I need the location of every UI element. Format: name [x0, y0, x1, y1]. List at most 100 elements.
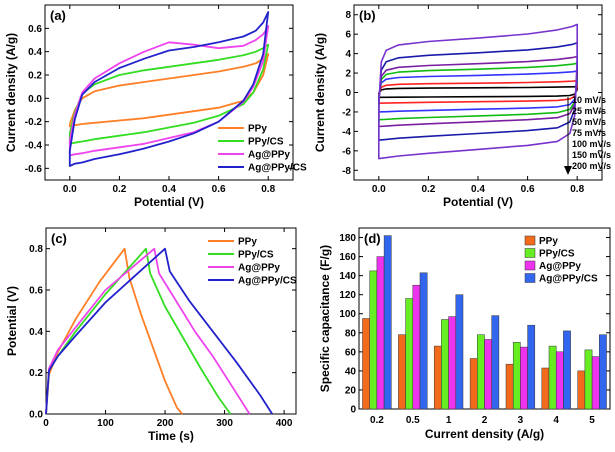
legend-label-a-1: PPy/CS	[248, 137, 284, 148]
series-line-a-2	[68, 25, 270, 157]
y-tick-label-b-2: -4	[342, 127, 351, 138]
rate-label-5: 150 mV/s	[572, 150, 611, 160]
y-tick-label-c-1: 0.2	[29, 368, 43, 379]
series-line-c-3	[45, 247, 273, 415]
y-tick-label-b-8: 8	[345, 10, 351, 21]
x-tick-label-c-1: 100	[97, 418, 114, 429]
y-tick-label-b-6: 4	[345, 49, 351, 60]
bar-6-2	[591, 356, 600, 410]
x-tick-label-c-0: 0	[43, 418, 49, 429]
series-line-a-1	[68, 43, 270, 145]
x-axis-label-d: Current density (A/g)	[425, 427, 544, 441]
x-tick-label-c-2: 200	[157, 418, 174, 429]
bar-5-3	[563, 330, 571, 410]
y-axis-label-d: Specific capacitance (F/g)	[318, 245, 332, 392]
bar-3-0	[469, 358, 478, 410]
y-tick-label-a-4: 0.2	[28, 71, 42, 82]
y-tick-label-a-5: 0.4	[28, 47, 42, 58]
x-tick-label-b-4: 0.8	[570, 184, 584, 195]
bar-5-0	[541, 367, 550, 410]
bar-5-2	[555, 351, 564, 410]
y-axis-label-a: Current density (A/g)	[4, 33, 18, 152]
y-tick-label-a-2: -0.2	[25, 117, 43, 128]
chart-c: 0.0 0.2 0.4 0.6 0.8 Potential (V) (c) 0 100 200 30…	[5, 227, 297, 443]
panel-label-b: (b)	[359, 8, 376, 23]
y-tick-label-d-1: 20	[345, 385, 357, 396]
y-tick-label-a-6: 0.6	[28, 24, 42, 35]
x-tick-label-a-4: 0.8	[261, 184, 275, 195]
legend-label-d-0: PPy	[539, 236, 558, 247]
y-axis-label-c: Potential (V)	[5, 286, 19, 356]
legend-swatch-d-1	[524, 248, 536, 258]
y-tick-label-d-9: 180	[339, 233, 356, 244]
legend-label-a-3: Ag@PPy/CS	[248, 163, 307, 174]
bar-1-2	[412, 284, 421, 410]
y-tick-label-b-0: -8	[342, 166, 351, 177]
x-tick-label-b-3: 0.6	[521, 184, 535, 195]
y-tick-label-d-6: 120	[339, 290, 356, 301]
x-tick-label-b-2: 0.4	[471, 184, 485, 195]
bar-3-3	[491, 315, 500, 410]
x-tick-label-a-0: 0.0	[63, 184, 77, 195]
bar-2-2	[448, 316, 457, 410]
x-tick-label-c-4: 400	[276, 418, 293, 429]
y-tick-label-b-5: 2	[345, 69, 351, 80]
bar-4-3	[527, 324, 536, 410]
x-tick-label-a-2: 0.4	[162, 184, 176, 195]
legend-swatch-d-2	[524, 260, 536, 271]
x-tick-label-c-3: 300	[216, 418, 233, 429]
legend-label-c-0: PPy	[238, 237, 257, 248]
x-tick-label-b-1: 0.2	[421, 184, 435, 195]
x-tick-label-a-1: 0.2	[112, 184, 126, 195]
rate-label-3: 75 mV/s	[572, 128, 606, 138]
y-tick-label-c-4: 0.8	[29, 244, 43, 255]
panel-label-a: (a)	[50, 8, 66, 23]
y-tick-label-d-4: 80	[345, 328, 357, 339]
bar-5-1	[548, 345, 557, 410]
bar-1-0	[398, 334, 406, 410]
legend-label-c-3: Ag@PPy/CS	[238, 276, 297, 287]
bar-6-1	[584, 349, 593, 410]
rate-label-1: 25 mV/s	[572, 106, 606, 116]
y-tick-label-d-7: 140	[339, 271, 356, 282]
y-tick-label-a-0: -0.6	[25, 164, 43, 175]
bar-0-3	[383, 235, 392, 410]
bar-3-1	[477, 334, 485, 410]
panel-label-c: (c)	[51, 231, 67, 246]
y-axis-label-b: Current density (A/g)	[313, 33, 327, 152]
bar-4-0	[505, 363, 514, 410]
category-label-4: 3	[518, 415, 524, 426]
legend-label-a-0: PPy	[248, 124, 267, 135]
rate-label-4: 100 mV/s	[572, 139, 611, 149]
legend-label-c-2: Ag@PPy	[238, 263, 280, 274]
bar-4-1	[512, 342, 521, 410]
legend-label-d-2: Ag@PPy	[539, 261, 581, 272]
y-tick-label-b-4: 0	[345, 88, 351, 99]
x-axis-label-c: Time (s)	[148, 429, 194, 443]
category-label-2: 1	[446, 415, 452, 426]
legend-label-c-1: PPy/CS	[238, 250, 274, 261]
bar-6-0	[577, 370, 586, 410]
y-tick-label-d-5: 100	[339, 309, 356, 320]
bar-0-0	[362, 318, 370, 410]
y-tick-label-c-3: 0.6	[29, 286, 43, 297]
y-tick-label-d-2: 40	[345, 366, 357, 377]
series-loop-b-2	[378, 70, 578, 113]
y-tick-label-a-1: -0.4	[25, 141, 43, 152]
y-tick-label-a-3: 0.0	[28, 94, 42, 105]
bar-1-3	[419, 272, 428, 410]
bar-4-2	[520, 346, 528, 410]
category-label-3: 2	[482, 415, 488, 426]
series-line-c-2	[45, 247, 251, 415]
legend-swatch-d-0	[524, 235, 536, 246]
series-loop-b-0	[378, 85, 578, 99]
category-label-0: 0.2	[370, 415, 384, 426]
bar-2-3	[455, 294, 464, 410]
x-tick-label-b-0: 0.0	[372, 184, 386, 195]
series-loop-b-6	[378, 23, 578, 160]
legend-swatch-d-3	[524, 273, 536, 283]
rate-label-6: 200 mV/s	[572, 161, 611, 171]
chart-b: -8 -6 -4 -2 0 2 4 6 8 Current density (A/g) (b) 0.0…	[313, 4, 611, 209]
series-line-c-0	[45, 247, 183, 415]
legend-label-d-3: Ag@PPy/CS	[539, 274, 598, 285]
